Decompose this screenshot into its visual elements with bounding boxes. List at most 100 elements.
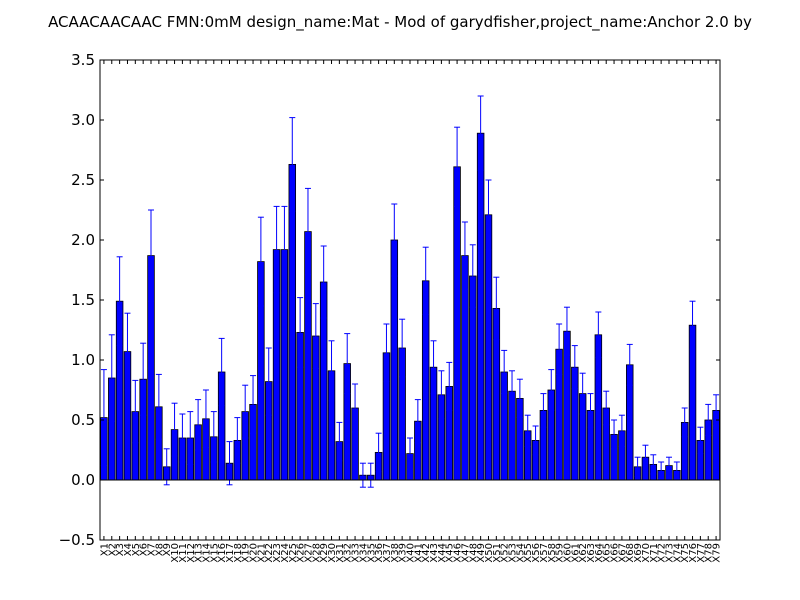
x-tick-label: X5: [131, 543, 142, 556]
x-tick-label: X39: [398, 543, 409, 563]
error-bar-X16: [218, 337, 225, 407]
error-bar-X50: [485, 179, 492, 251]
error-bar-X6: [140, 342, 147, 416]
x-tick-label: X18: [233, 543, 244, 563]
x-tick-label: X66: [610, 543, 621, 563]
error-bar-X64: [595, 311, 602, 359]
error-bar-X63: [587, 393, 594, 428]
error-bar-X39: [399, 318, 406, 378]
error-bar-X26: [297, 297, 304, 368]
chart-title: ACAACAACAAC FMN:0mM design_name:Mat - Mo…: [48, 13, 752, 32]
x-tick-label: X50: [484, 543, 495, 563]
bar-X50: [484, 214, 493, 481]
error-bar-X43: [430, 340, 437, 395]
x-tick-label: X72: [657, 543, 668, 563]
x-tick-label: X34: [358, 543, 369, 563]
error-bar-X65: [603, 390, 610, 426]
x-tick-label: X8: [154, 543, 165, 556]
error-bar-X8: [155, 373, 162, 440]
x-tick-label: X21: [256, 543, 267, 563]
x-tick-label: X12: [186, 543, 197, 563]
error-bar-X28: [312, 303, 319, 369]
error-bar-X3: [116, 256, 123, 347]
error-bar-X2: [108, 334, 115, 422]
x-tick-label: X68: [625, 543, 636, 563]
x-tick-label: X22: [264, 543, 275, 563]
x-tick-label: X33: [351, 543, 362, 563]
error-bar-X78: [705, 403, 712, 437]
error-bar-X38: [391, 203, 398, 277]
error-bar-X19: [242, 384, 249, 439]
error-bar-X58: [548, 369, 555, 411]
x-tick-label: X79: [712, 543, 723, 563]
error-bar-X10: [171, 402, 178, 457]
x-tick-label: X43: [429, 543, 440, 563]
error-bar-X27: [304, 187, 311, 276]
error-bar-X33: [352, 383, 359, 433]
x-tick-label: X49: [476, 543, 487, 563]
x-tick-label: X76: [688, 543, 699, 563]
error-bar-X31: [336, 421, 343, 462]
bar-X46: [453, 166, 461, 481]
x-tick-label: X69: [633, 543, 644, 563]
error-bar-X70: [642, 444, 649, 470]
x-tick-label: X25: [288, 543, 299, 563]
x-tick-label: X10: [170, 543, 181, 563]
x-tick-label: X23: [272, 543, 283, 563]
error-bar-X61: [571, 345, 578, 390]
error-bar-X5: [132, 379, 139, 444]
error-bar-X21: [257, 216, 264, 307]
error-bar-X14: [202, 389, 209, 449]
x-tick-label: X38: [390, 543, 401, 563]
error-bar-X71: [650, 454, 657, 475]
error-bars-group: [100, 95, 720, 488]
error-bar-X4: [124, 312, 131, 391]
x-tick-label: X15: [209, 543, 220, 563]
x-tick-label: X46: [453, 543, 464, 563]
error-bar-X13: [195, 399, 202, 451]
error-bar-X32: [344, 333, 351, 395]
error-bar-X44: [438, 370, 445, 420]
error-bar-X18: [234, 417, 241, 464]
x-tick-label: X55: [523, 543, 534, 563]
y-tick-label: 3.0: [71, 111, 95, 129]
y-tick-label: 0.0: [71, 471, 95, 489]
error-bar-X57: [540, 393, 547, 428]
x-tick-label: X48: [468, 543, 479, 563]
error-bar-X24: [281, 205, 288, 294]
y-tick-label: 2.0: [71, 231, 95, 249]
x-tick-label: X65: [602, 543, 613, 563]
error-bar-X15: [210, 411, 217, 463]
error-bar-X69: [634, 456, 641, 477]
bar-X49: [476, 132, 485, 481]
error-bar-X20: [250, 375, 257, 434]
x-tick-label: X56: [531, 543, 542, 563]
error-bar-X48: [469, 244, 476, 308]
error-bar-X23: [273, 205, 280, 294]
x-tick-label: X74: [672, 543, 683, 563]
x-tick-label: X24: [280, 543, 291, 563]
x-tick-label: X42: [421, 543, 432, 563]
x-tick-label: X54: [515, 543, 526, 563]
x-tick-label: X20: [249, 543, 260, 563]
x-tick-label: X28: [311, 543, 322, 563]
error-bar-X76: [689, 300, 696, 350]
x-tick-label: X58: [547, 543, 558, 563]
error-bar-X40: [407, 437, 413, 470]
error-bar-X59: [556, 323, 563, 375]
x-tick-label: X3: [115, 543, 126, 556]
error-bar-X45: [446, 361, 453, 411]
x-tick-label: X7: [147, 543, 158, 556]
error-bar-X73: [665, 456, 672, 475]
error-bar-X67: [618, 414, 625, 447]
error-bar-X53: [509, 370, 516, 413]
error-bar-X34: [359, 462, 366, 488]
x-tick-label: X44: [437, 543, 448, 563]
x-tick-label: X57: [539, 543, 550, 563]
error-bar-X49: [477, 95, 484, 171]
error-bar-X29: [320, 245, 327, 319]
x-tick-label: X52: [500, 543, 511, 563]
error-bar-X55: [524, 414, 531, 447]
x-tick-label: X47: [460, 543, 471, 563]
